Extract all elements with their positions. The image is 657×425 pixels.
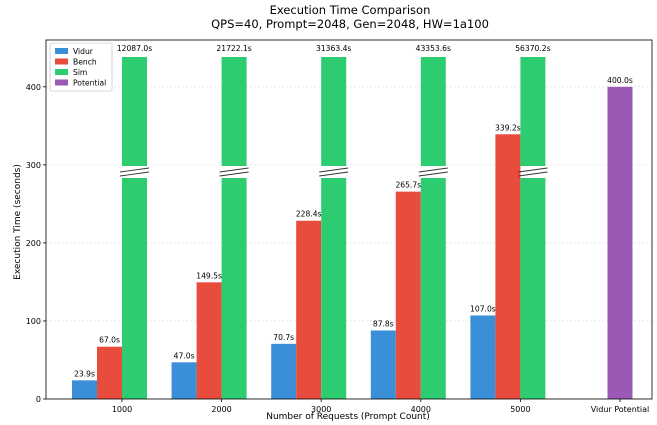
bar-vidur <box>370 330 396 399</box>
bars-layer <box>72 57 633 400</box>
x-tick-label: 3000 <box>311 405 331 414</box>
bar-vidur <box>171 362 197 399</box>
y-tick-label: 200 <box>26 239 41 248</box>
legend-swatch-vidur <box>55 48 68 54</box>
data-label: 339.2s <box>495 123 521 132</box>
data-label: 67.0s <box>99 336 120 345</box>
bar-bench <box>97 346 122 399</box>
bar-vidur <box>271 343 297 399</box>
y-tick-label: 0 <box>36 395 41 404</box>
bar-sim-upper <box>122 57 147 166</box>
x-tick-label: 1000 <box>112 405 132 414</box>
axis-break-mark <box>319 167 349 173</box>
bar-sim-lower <box>520 178 546 399</box>
axis-break-mark <box>219 167 249 173</box>
data-label: 228.4s <box>296 210 322 219</box>
data-label: 43353.6s <box>416 44 451 53</box>
x-axis-label: Number of Requests (Prompt Count) <box>266 412 430 422</box>
data-label: 31363.4s <box>316 44 351 53</box>
bar-sim-lower <box>221 178 247 399</box>
data-label: 23.9s <box>74 369 95 378</box>
data-label: 87.8s <box>373 319 394 328</box>
axis-break-mark <box>418 171 448 177</box>
bar-sim-upper <box>520 57 546 166</box>
legend-swatch-sim <box>55 69 68 75</box>
bar-bench <box>296 220 322 399</box>
axis-break-mark <box>119 167 150 173</box>
bar-sim-lower <box>321 178 347 399</box>
data-label: 400.0s <box>607 76 633 85</box>
bar-sim-upper <box>420 57 446 166</box>
data-label: 56370.2s <box>515 44 550 53</box>
x-tick-label: Vidur Potential <box>591 405 650 414</box>
plot-frame <box>45 39 653 400</box>
bar-sim-lower <box>122 178 147 399</box>
bar-vidur <box>72 380 97 399</box>
bar-bench <box>196 282 222 399</box>
axis-break-mark <box>319 171 349 177</box>
x-tick-label: 4000 <box>411 405 431 414</box>
bar-sim-lower <box>420 178 446 399</box>
data-label: 107.0s <box>470 304 496 313</box>
data-label: 21722.1s <box>216 44 251 53</box>
data-label: 12087.0s <box>117 44 152 53</box>
x-tick-label: 5000 <box>510 405 530 414</box>
chart-subtitle: QPS=40, Prompt=2048, Gen=2048, HW=1a100 <box>211 17 489 31</box>
axis-break-mark <box>518 167 548 173</box>
y-tick-label: 400 <box>26 83 41 92</box>
axis-break-mark <box>119 171 150 177</box>
y-axis-label: Execution Time (seconds) <box>13 164 23 280</box>
axis-break-mark <box>518 171 548 177</box>
bar-vidur <box>470 315 496 399</box>
x-tick-label: 2000 <box>211 405 231 414</box>
bar-bench <box>395 191 421 399</box>
axis-break-mark <box>418 167 448 173</box>
bar-bench <box>495 134 521 399</box>
data-label: 265.7s <box>395 181 421 190</box>
axes-layer: 0 100 200 300 400 1000 2000 3000 4000 5000 Vidur P… <box>26 39 653 414</box>
legend-swatch-bench <box>55 58 68 65</box>
legend-label-bench: Bench <box>73 58 97 67</box>
data-label: 47.0s <box>174 351 195 360</box>
legend-swatch-potential <box>55 79 68 86</box>
y-tick-label: 300 <box>26 161 41 170</box>
bar-sim-upper <box>221 57 247 166</box>
legend-label-sim: Sim <box>73 68 87 77</box>
bar-sim-upper <box>321 57 347 166</box>
axis-break-mark <box>219 171 249 177</box>
legend-label-potential: Potential <box>73 79 106 88</box>
data-labels-layer: 23.9s 47.0s 70.7s 87.8s 107.0s 67.0s 149.5s 228… <box>74 44 633 378</box>
legend-box <box>49 42 113 92</box>
legend-label-vidur: Vidur <box>73 47 94 56</box>
data-label: 149.5s <box>196 271 222 280</box>
chart-title: Execution Time Comparison <box>270 3 431 17</box>
bar-potential <box>607 86 633 400</box>
y-tick-label: 100 <box>26 317 41 326</box>
data-label: 70.7s <box>273 333 294 342</box>
